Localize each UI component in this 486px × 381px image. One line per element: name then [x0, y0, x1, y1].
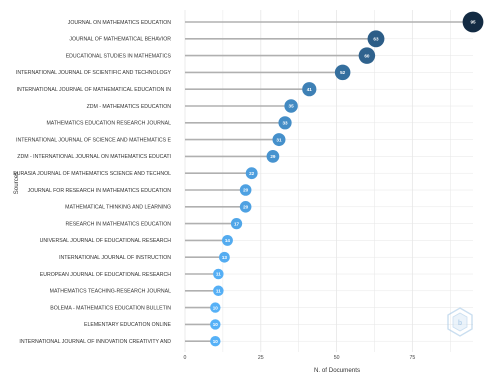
- lollipop-dot: [221, 234, 233, 246]
- lollipop-dot: [358, 47, 376, 64]
- svg-text:b: b: [458, 320, 462, 327]
- source-label: ELEMENTARY EDUCATION ONLINE: [84, 322, 171, 328]
- source-label: INTERNATIONAL JOURNAL OF SCIENTIFIC AND …: [16, 70, 172, 76]
- value-label: 35: [289, 104, 295, 109]
- value-label: 31: [276, 137, 282, 142]
- source-label: EUROPEAN JOURNAL OF EDUCATIONAL RESEARCH: [40, 272, 171, 278]
- x-axis: 0 25 50 75: [184, 355, 416, 361]
- lollipop-dot: [302, 82, 317, 97]
- x-tick-label: 25: [258, 355, 264, 361]
- lollipop-marks: 95 63 60 52 41 35 33 31 29 22 20 20 17 14 13 11 11 10 10 10: [185, 11, 484, 347]
- source-label: INTERNATIONAL JOURNAL OF INSTRUCTION: [59, 255, 171, 261]
- source-label: RESEARCH IN MATHEMATICS EDUCATION: [66, 221, 172, 227]
- lollipop-dot: [284, 99, 298, 113]
- grid-layer: [184, 10, 473, 352]
- lollipop-dot: [210, 336, 221, 347]
- x-tick-label: 50: [334, 355, 340, 361]
- value-label: 20: [243, 205, 249, 210]
- lollipop-dot: [210, 319, 221, 330]
- lollipop-dot: [213, 285, 224, 297]
- value-label: 22: [249, 171, 255, 176]
- lollipop-dot: [239, 184, 252, 196]
- value-label: 41: [307, 87, 313, 92]
- lollipop-dot: [219, 251, 230, 263]
- source-label: BOLEMA - MATHEMATICS EDUCATION BULLETIN: [50, 305, 171, 311]
- source-label: JOURNAL OF MATHEMATICAL BEHAVIOR: [69, 37, 171, 43]
- value-label: 17: [234, 221, 240, 226]
- value-label: 10: [213, 305, 219, 310]
- lollipop-dot: [266, 150, 280, 163]
- category-labels: JOURNAL ON MATHEMATICS EDUCATION JOURNAL …: [13, 20, 171, 345]
- value-label: 14: [225, 238, 231, 243]
- source-label: ZDM - MATHEMATICS EDUCATION: [87, 104, 172, 110]
- source-label: ZDM - INTERNATIONAL JOURNAL ON MATHEMATI…: [17, 154, 171, 160]
- x-tick-label: 75: [409, 355, 415, 361]
- source-label: MATHEMATICAL THINKING AND LEARNING: [65, 205, 171, 211]
- x-tick-label: 0: [184, 355, 187, 361]
- value-label: 33: [282, 121, 288, 126]
- source-label: JOURNAL ON MATHEMATICS EDUCATION: [68, 20, 172, 26]
- lollipop-dot: [367, 30, 385, 48]
- value-label: 11: [216, 272, 221, 277]
- value-label: 52: [340, 70, 346, 75]
- source-label: EDUCATIONAL STUDIES IN MATHEMATICS: [66, 53, 172, 59]
- source-label: MATHEMATICS TEACHING-RESEARCH JOURNAL: [50, 289, 171, 295]
- y-axis-title: Sources: [13, 172, 20, 195]
- source-label: MATHEMATICS EDUCATION RESEARCH JOURNAL: [46, 121, 171, 127]
- value-label: 63: [373, 37, 379, 42]
- lollipop-dot: [230, 217, 243, 230]
- source-label: INTERNATIONAL JOURNAL OF MATHEMATICAL ED…: [17, 87, 172, 93]
- hexagon-logo-icon: b: [447, 307, 473, 337]
- lollipop-dot: [272, 133, 286, 147]
- lollipop-dot: [334, 64, 351, 81]
- lollipop-dot: [213, 268, 224, 280]
- lollipop-dot: [239, 200, 252, 213]
- value-label: 95: [470, 20, 476, 25]
- source-label: EURASIA JOURNAL OF MATHEMATICS SCIENCE A…: [13, 171, 171, 177]
- lollipop-dot: [210, 302, 221, 313]
- source-label: JOURNAL FOR RESEARCH IN MATHEMATICS EDUC…: [28, 188, 172, 194]
- value-label: 20: [243, 188, 249, 193]
- x-axis-title: N. of Documents: [314, 367, 360, 374]
- value-label: 13: [222, 255, 228, 260]
- value-label: 11: [216, 289, 221, 294]
- value-label: 10: [213, 339, 219, 344]
- lollipop-dot: [462, 11, 484, 33]
- value-label: 29: [270, 154, 276, 159]
- source-label: INTERNATIONAL JOURNAL OF SCIENCE AND MAT…: [16, 137, 172, 143]
- value-label: 60: [364, 53, 370, 58]
- value-label: 10: [213, 322, 219, 327]
- lollipop-dot: [245, 167, 258, 180]
- source-label: UNIVERSAL JOURNAL OF EDUCATIONAL RESEARC…: [40, 238, 172, 244]
- lollipop-dot: [278, 116, 292, 130]
- source-label: INTERNATIONAL JOURNAL OF INNOVATION CREA…: [19, 339, 171, 345]
